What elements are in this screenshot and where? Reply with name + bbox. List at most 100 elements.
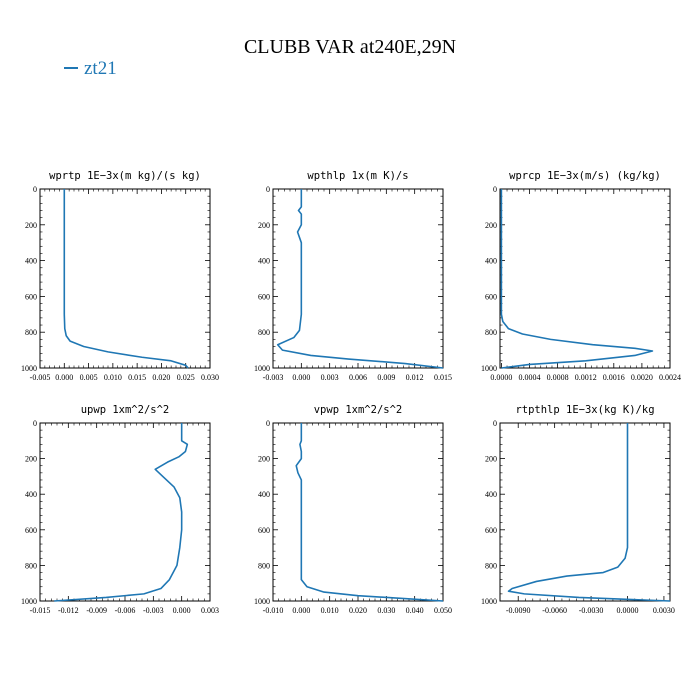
y-tick-label: 200	[258, 455, 270, 464]
y-tick-label: 400	[25, 490, 37, 499]
y-tick-label: 0	[493, 419, 497, 428]
y-tick-label: 400	[258, 257, 270, 266]
y-tick-label: 200	[485, 221, 497, 230]
subplot-title: wprcp 1E−3x(m/s) (kg/kg)	[509, 170, 661, 182]
series-line-zt21	[500, 189, 654, 369]
y-tick-label: 600	[258, 292, 270, 301]
x-tick-label: 0.000	[292, 606, 310, 615]
x-tick-label: -0.010	[263, 606, 284, 615]
y-tick-label: 600	[25, 292, 37, 301]
y-tick-label: 1000	[254, 597, 270, 606]
x-tick-label: 0.006	[349, 373, 367, 382]
series-line-zt21	[54, 423, 189, 602]
x-tick-label: 0.003	[321, 373, 339, 382]
legend-line-swatch	[64, 66, 78, 69]
x-tick-label: -0.015	[30, 606, 51, 615]
x-tick-label: 0.000	[55, 373, 73, 382]
y-tick-label: 0	[33, 419, 37, 428]
y-tick-label: 800	[25, 561, 37, 570]
series-line-zt21	[276, 189, 444, 369]
x-tick-label: 0.012	[406, 373, 424, 382]
y-tick-label: 1000	[21, 364, 37, 373]
x-tick-label: 0.005	[80, 373, 98, 382]
x-tick-label: 0.0016	[603, 373, 625, 382]
subplot-title: wprtp 1E−3x(m kg)/(s kg)	[49, 170, 201, 182]
plot-frame	[272, 188, 444, 369]
plot-frame	[39, 422, 211, 602]
plot-frame	[499, 188, 671, 369]
y-tick-label: 200	[25, 455, 37, 464]
y-tick-label: 800	[258, 561, 270, 570]
subplot-title: rtpthlp 1E−3x(kg K)/kg	[515, 404, 654, 416]
series-line-zt21	[295, 423, 444, 602]
x-tick-label: 0.0008	[547, 373, 569, 382]
y-tick-label: 600	[485, 526, 497, 535]
x-tick-label: 0.000	[292, 373, 310, 382]
x-tick-label: -0.006	[115, 606, 136, 615]
plot-frame	[499, 422, 671, 602]
x-tick-label: -0.012	[58, 606, 79, 615]
series-line-zt21	[507, 423, 671, 602]
y-tick-label: 200	[485, 455, 497, 464]
y-tick-label: 400	[25, 257, 37, 266]
x-tick-label: -0.0030	[579, 606, 604, 615]
x-tick-label: -0.009	[86, 606, 107, 615]
y-tick-label: 600	[25, 526, 37, 535]
x-tick-label: 0.030	[377, 606, 395, 615]
series-line-zt21	[63, 189, 189, 369]
x-tick-label: -0.0060	[542, 606, 567, 615]
y-tick-label: 400	[258, 490, 270, 499]
x-tick-label: -0.005	[30, 373, 51, 382]
x-tick-label: 0.0004	[519, 373, 541, 382]
y-tick-label: 200	[258, 221, 270, 230]
y-tick-label: 800	[485, 561, 497, 570]
y-tick-label: 0	[493, 185, 497, 194]
x-tick-label: 0.020	[349, 606, 367, 615]
plot-frame	[39, 188, 211, 369]
x-tick-label: 0.040	[406, 606, 424, 615]
x-tick-label: 0.009	[377, 373, 395, 382]
y-tick-label: 400	[485, 490, 497, 499]
x-tick-label: 0.0030	[653, 606, 675, 615]
subplot-title: wpthlp 1x(m K)/s	[307, 170, 408, 182]
figure-title: CLUBB VAR at240E,29N	[243, 36, 457, 58]
plot-frame	[272, 422, 444, 602]
x-tick-label: -0.003	[263, 373, 284, 382]
x-tick-label: 0.000	[173, 606, 191, 615]
subplot-title: vpwp 1xm^2/s^2	[314, 404, 403, 416]
x-tick-label: 0.003	[201, 606, 219, 615]
x-tick-label: 0.0000	[617, 606, 639, 615]
x-tick-label: 0.0000	[490, 373, 512, 382]
x-tick-label: 0.030	[201, 373, 219, 382]
x-tick-label: 0.010	[104, 373, 122, 382]
x-tick-label: 0.020	[152, 373, 170, 382]
y-tick-label: 1000	[254, 364, 270, 373]
legend-label: zt21	[84, 58, 117, 79]
y-tick-label: 800	[258, 328, 270, 337]
x-tick-label: -0.0090	[506, 606, 531, 615]
y-tick-label: 0	[33, 185, 37, 194]
y-tick-label: 1000	[481, 364, 497, 373]
x-tick-label: 0.015	[128, 373, 146, 382]
y-tick-label: 1000	[481, 597, 497, 606]
x-tick-label: 0.025	[177, 373, 195, 382]
legend: zt21	[64, 58, 117, 80]
y-tick-label: 0	[266, 419, 270, 428]
x-tick-label: 0.010	[321, 606, 339, 615]
y-tick-label: 600	[258, 526, 270, 535]
y-tick-label: 800	[25, 328, 37, 337]
y-tick-label: 400	[485, 257, 497, 266]
y-tick-label: 800	[485, 328, 497, 337]
x-tick-label: 0.050	[434, 606, 452, 615]
y-tick-label: 1000	[21, 597, 37, 606]
x-tick-label: 0.0020	[631, 373, 653, 382]
y-tick-label: 600	[485, 292, 497, 301]
y-tick-label: 200	[25, 221, 37, 230]
x-tick-label: -0.003	[143, 606, 164, 615]
x-tick-label: 0.0012	[575, 373, 597, 382]
x-tick-label: 0.015	[434, 373, 452, 382]
y-tick-label: 0	[266, 185, 270, 194]
subplot-title: upwp 1xm^2/s^2	[81, 404, 170, 416]
x-tick-label: 0.0024	[659, 373, 681, 382]
